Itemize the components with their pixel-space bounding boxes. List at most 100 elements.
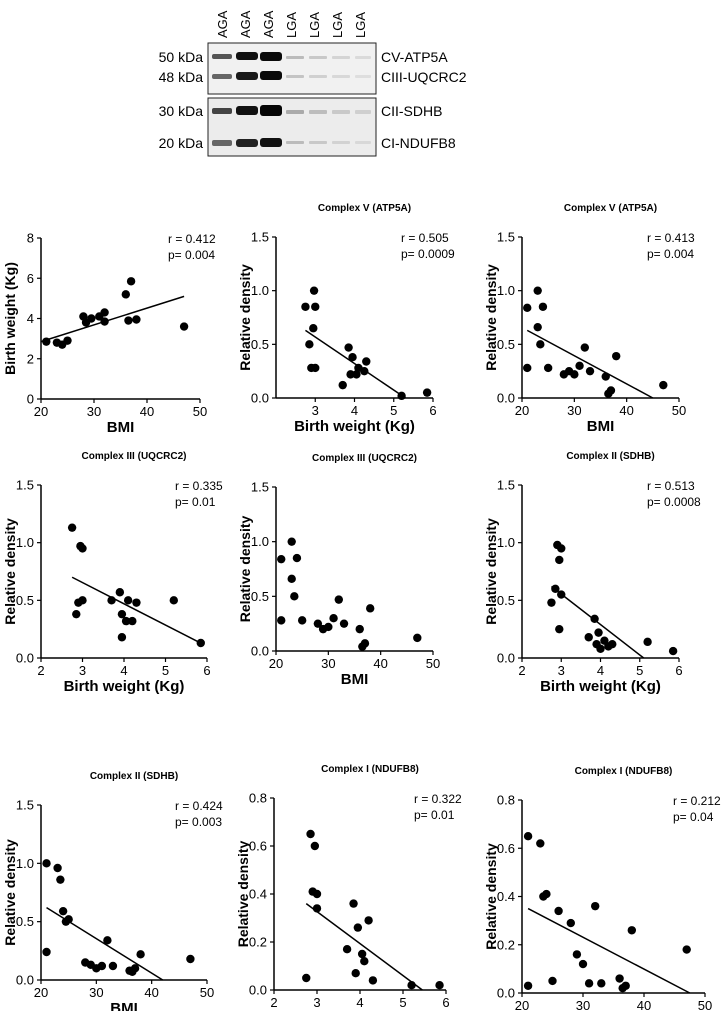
x-tick-label: 30: [576, 998, 590, 1011]
data-point: [329, 614, 338, 623]
data-point: [179, 322, 189, 331]
protein-label: CI-NDUFB8: [381, 135, 456, 151]
data-point: [100, 308, 109, 317]
x-tick-label: 6: [429, 403, 436, 418]
y-tick-label: 1.0: [251, 283, 269, 298]
blot-bands-top: [212, 52, 371, 80]
x-tick-label: 6: [675, 663, 682, 678]
x-tick-label: 20: [515, 403, 529, 418]
x-tick-label: 5: [162, 663, 169, 678]
data-point: [627, 926, 636, 935]
data-point: [312, 889, 322, 899]
lane-label: LGA: [284, 12, 299, 38]
data-point: [355, 624, 364, 634]
band: [309, 56, 327, 59]
y-tick-label: 0.6: [497, 841, 515, 856]
band: [309, 110, 327, 114]
y-tick-label: 0.6: [249, 839, 267, 854]
data-point: [555, 624, 564, 634]
x-tick-label: 4: [356, 995, 363, 1010]
x-tick-label: 50: [193, 404, 207, 419]
data-point: [351, 969, 360, 978]
data-point: [42, 947, 51, 957]
y-tick-label: 1.5: [497, 478, 515, 493]
plot-title: Complex II (SDHB): [566, 451, 654, 462]
protein-labels: CV-ATP5A CIII-UQCRC2 CII-SDHB CI-NDUFB8: [381, 49, 467, 151]
data-point: [306, 829, 315, 839]
data-point: [136, 950, 145, 959]
y-tick-label: 0.2: [249, 935, 267, 950]
x-axis-label: Birth weight (Kg): [294, 418, 415, 435]
y-axis-label: Relative density: [237, 515, 253, 622]
y-tick-label: 0.8: [497, 793, 515, 808]
data-point: [78, 544, 87, 553]
regression-line: [527, 907, 691, 994]
data-point: [580, 343, 589, 352]
band: [236, 139, 258, 147]
data-point: [349, 899, 358, 908]
data-point: [615, 974, 624, 983]
data-point: [196, 638, 205, 648]
data-point: [126, 277, 136, 286]
y-axis-label: Relative density: [2, 518, 18, 625]
x-tick-label: 50: [200, 985, 214, 1000]
y-axis-label: Relative density: [483, 518, 499, 625]
data-point: [292, 553, 302, 563]
x-tick-label: 4: [351, 403, 358, 418]
band: [355, 75, 371, 78]
data-point: [169, 596, 178, 605]
y-tick-label: 0.0: [251, 391, 269, 406]
band: [286, 110, 304, 114]
y-axis-label: Birth weight (Kg): [2, 262, 18, 375]
data-point: [346, 370, 355, 379]
data-point: [360, 957, 369, 966]
data-point: [301, 302, 310, 311]
data-point: [591, 901, 600, 911]
band: [286, 141, 304, 144]
regression-line: [550, 585, 645, 659]
x-tick-label: 30: [89, 985, 103, 1000]
scatter-plot: 0 2 4 6 8 20 30 40 50 BMI Birth weight (Kg) r = 0.4…: [2, 231, 216, 437]
y-tick-label: 2: [27, 351, 34, 366]
data-point: [584, 979, 594, 988]
data-point: [682, 945, 691, 954]
y-tick-label: 1.5: [251, 230, 269, 245]
x-tick-label: 20: [34, 404, 48, 419]
data-point: [597, 979, 606, 988]
data-point: [97, 961, 107, 971]
mw-label: 48 kDa: [159, 69, 204, 85]
regression-line: [305, 329, 406, 399]
x-axis-label: Birth weight (Kg): [540, 678, 661, 695]
data-point: [601, 372, 610, 381]
scatter-plot: 0.0 0.5 1.0 1.5 20 30 40 50 BMI Relative density C…: [483, 203, 695, 435]
scatter-plot: 0.0 0.5 1.0 1.5 3 4 5 6 Birth weight (Kg) Relativ…: [237, 203, 455, 435]
lane-label: LGA: [330, 12, 345, 38]
x-tick-label: 6: [442, 995, 449, 1010]
data-point: [338, 380, 347, 390]
y-tick-label: 1.0: [251, 534, 269, 549]
x-tick-label: 5: [390, 403, 397, 418]
y-tick-label: 1.0: [497, 535, 515, 550]
stat-r: r = 0.413: [647, 231, 695, 245]
scatter-plot: 0.0 0.5 1.0 1.5 2 3 4 5 6 Birth weight (Kg) Relati…: [2, 451, 223, 695]
x-axis-label: BMI: [587, 418, 615, 435]
data-point: [277, 554, 286, 564]
stat-r: r = 0.424: [175, 799, 223, 813]
lane-label: AGA: [215, 10, 230, 38]
stat-p: p= 0.01: [175, 495, 216, 509]
data-point: [570, 370, 579, 379]
regression-line: [305, 902, 423, 991]
data-point: [557, 544, 566, 553]
plot-title: Complex V (ATP5A): [318, 203, 411, 214]
regression-line: [526, 329, 654, 399]
data-point: [413, 633, 422, 643]
data-point: [533, 322, 542, 332]
x-tick-label: 50: [672, 403, 686, 418]
x-tick-label: 30: [321, 656, 335, 671]
band: [212, 74, 232, 79]
data-point: [366, 604, 375, 613]
x-tick-label: 30: [87, 404, 101, 419]
data-point: [590, 614, 599, 623]
band: [286, 56, 304, 59]
x-tick-label: 40: [140, 404, 154, 419]
